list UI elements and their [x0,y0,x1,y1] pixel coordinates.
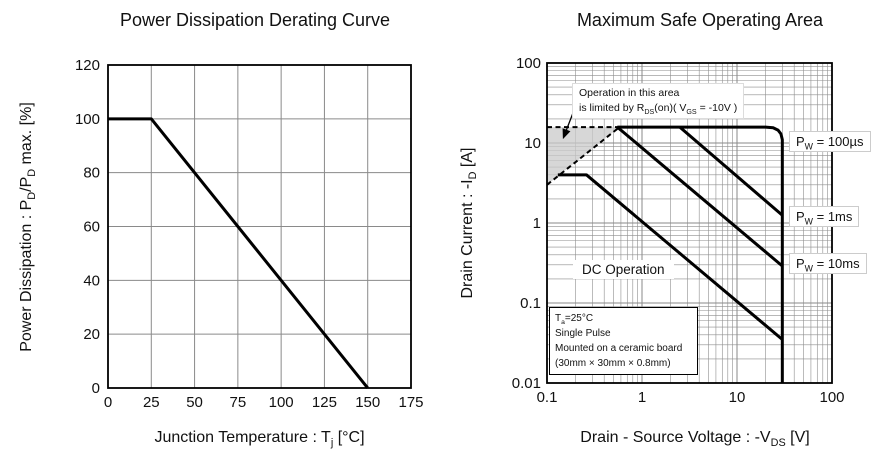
derating-chart-title: Power Dissipation Derating Curve [119,10,391,30]
derating-x-axis-label: Junction Temperature : Tj [°C] [154,429,365,450]
x-tick-label: 150 [355,394,380,411]
rdson-annotation-line1: Operation in this area [579,87,680,99]
y-tick-label: 1 [533,215,541,232]
condition-mounting: Mounted on a ceramic board [555,343,683,354]
x-tick-label: 50 [186,394,203,411]
rdson-annotation-box: Operation in this area is limited by RDS… [572,83,745,120]
y-tick-label: 120 [75,57,100,74]
x-tick-label: 1 [638,389,646,406]
x-tick-label: 100 [269,394,294,411]
x-tick-label: 175 [398,394,423,411]
rdson-annotation-line2: is limited by RDS(on)( VGS = -10V ) [579,102,738,117]
test-conditions-box: Ta=25°C Single Pulse Mounted on a cerami… [549,307,698,375]
condition-temperature: Ta=25°C [555,313,594,326]
condition-pulse: Single Pulse [555,328,611,339]
x-tick-label: 125 [312,394,337,411]
y-tick-label: 0.01 [512,375,541,392]
x-tick-label: 25 [143,394,160,411]
y-tick-label: 20 [83,326,100,343]
condition-board-size: (30mm × 30mm × 0.8mm) [555,358,671,369]
soa-y-axis-label: Drain Current : -ID [A] [459,147,480,299]
y-tick-label: 60 [83,219,100,236]
y-tick-label: 40 [83,272,100,289]
curve-label-pw-100us: PW = 100µs [789,131,871,152]
annotation-arrow-head [562,128,571,140]
y-tick-label: 80 [83,165,100,182]
rdson-limit-slope [546,126,621,186]
y-tick-label: 0.1 [520,295,541,312]
derating-plot: 0 25 50 75 100 125 150 175 0 20 40 60 80 100 120 [75,57,424,411]
soa-chart-title: Maximum Safe Operating Area [576,10,824,30]
x-tick-label: 0.1 [537,389,558,406]
curve-label-pw-10ms: PW = 10ms [789,253,867,274]
x-tick-label: 0 [104,394,112,411]
y-tick-label: 0 [92,380,100,397]
curve-label-dc-operation: DC Operation [573,260,674,279]
soa-x-axis-label: Drain - Source Voltage : -VDS [V] [580,429,810,450]
x-tick-label: 75 [230,394,247,411]
y-tick-label: 100 [516,55,541,72]
derating-y-axis-label: Power Dissipation : PD/PD max. [%] [18,102,39,352]
pw-100us [617,125,784,383]
dc-operation [557,173,784,341]
major-grid [107,64,412,389]
y-tick-label: 100 [75,111,100,128]
curve-label-pw-1ms: PW = 1ms [789,206,860,227]
x-tick-label: 10 [729,389,746,406]
x-tick-label: 100 [819,389,844,406]
y-tick-label: 10 [524,135,541,152]
tick-labels: 0 25 50 75 100 125 150 175 0 20 40 60 80 100 120 [75,57,424,411]
pw-1ms [678,125,784,217]
derating-line [108,117,369,389]
plot-border [107,64,412,389]
pw-10ms [616,125,784,268]
